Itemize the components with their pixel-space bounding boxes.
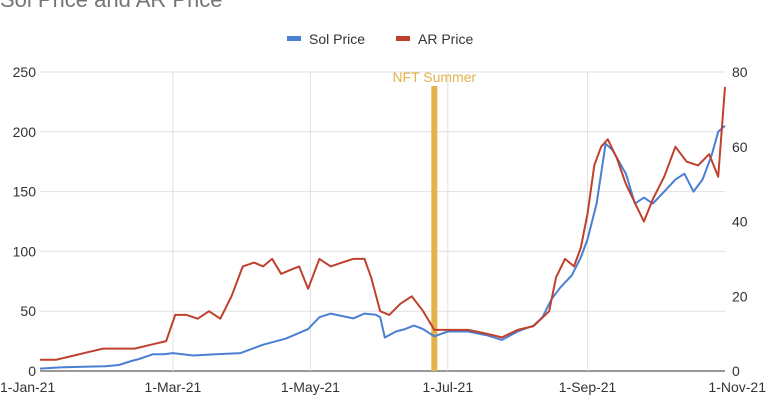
x-tick-label: 1-Jul-21: [423, 379, 474, 395]
y-left-tick-label: 200: [13, 124, 37, 140]
y-right-tick-label: 40: [732, 214, 748, 230]
chart-title: Sol Price and AR Price: [0, 0, 223, 12]
legend-label-ar: AR Price: [418, 31, 473, 47]
y-left-tick-label: 100: [13, 243, 37, 259]
legend: Sol Price AR Price: [287, 31, 473, 47]
y-axis-left: 0 50 100 150 200 250: [13, 64, 37, 379]
x-tick-label: 1-Sep-21: [559, 379, 617, 395]
y-axis-right: 0 20 40 60 80: [732, 64, 748, 379]
legend-label-sol: Sol Price: [309, 31, 365, 47]
series-line-sol: [39, 125, 726, 370]
legend-swatch-ar: [396, 36, 410, 41]
series-lines: [39, 86, 726, 370]
x-axis: 1-Jan-21 1-Mar-21 1-May-21 1-Jul-21 1-Sep-21…: [0, 379, 766, 395]
y-right-tick-label: 0: [732, 363, 740, 379]
series-line-ar: [40, 86, 726, 361]
annotation-band: [431, 86, 438, 371]
legend-swatch-sol: [287, 36, 301, 41]
x-tick-label: 1-May-21: [281, 379, 340, 395]
x-tick-label: 1-Jan-21: [0, 379, 55, 395]
y-right-tick-label: 80: [732, 64, 748, 80]
annotation: NFT Summer: [392, 69, 477, 371]
y-left-tick-label: 50: [20, 303, 36, 319]
y-left-tick-label: 150: [13, 184, 37, 200]
x-tick-label: 1-Nov-21: [708, 379, 766, 395]
y-right-tick-label: 20: [732, 288, 748, 304]
y-left-tick-label: 0: [28, 363, 36, 379]
gridlines: [40, 71, 725, 372]
y-right-tick-label: 60: [732, 139, 748, 155]
x-tick-label: 1-Mar-21: [145, 379, 202, 395]
annotation-label: NFT Summer: [392, 69, 476, 85]
y-left-tick-label: 250: [13, 64, 37, 80]
